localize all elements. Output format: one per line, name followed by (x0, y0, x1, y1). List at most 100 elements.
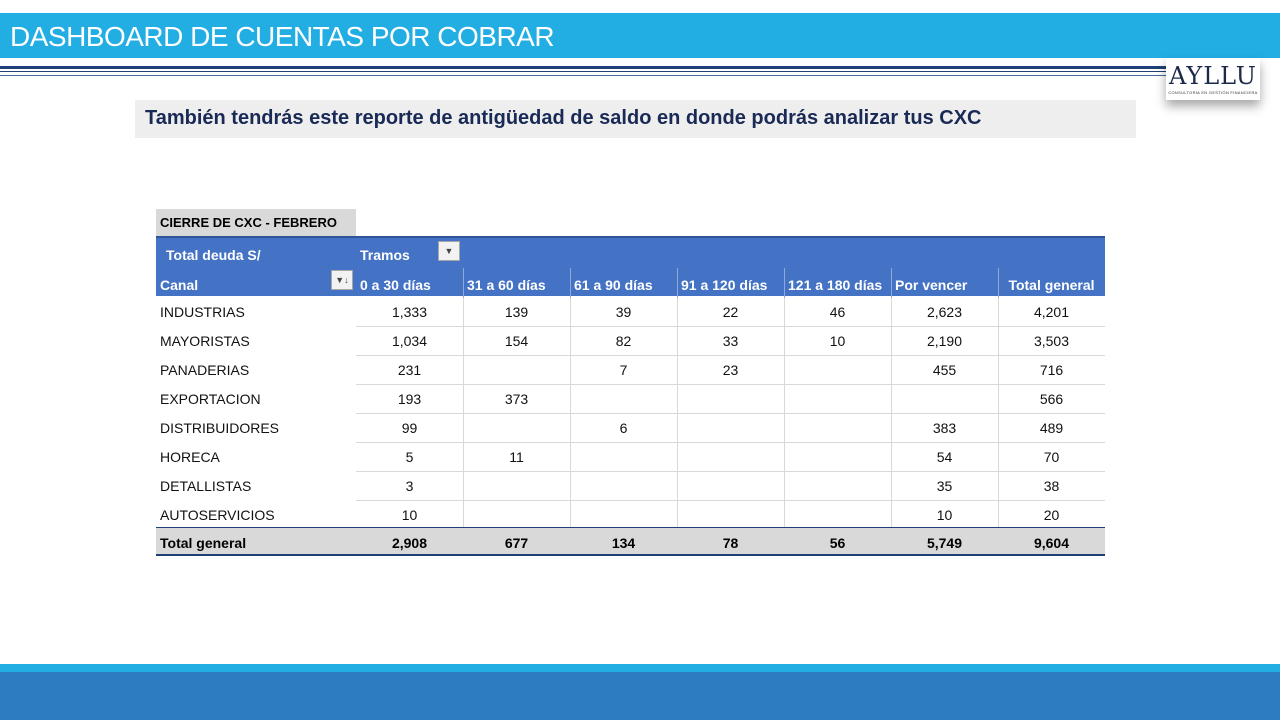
canal-label: EXPORTACION (160, 391, 261, 407)
value-cell (463, 414, 570, 443)
value-cell: 23 (722, 362, 739, 378)
value-field-label: Total deuda S/ (166, 247, 261, 263)
value-cell: 46 (829, 304, 846, 320)
value-cell (784, 356, 891, 385)
page-title: DASHBOARD DE CUENTAS POR COBRAR (10, 21, 555, 52)
header-column-separator (570, 268, 571, 298)
column-gridline (998, 298, 999, 530)
value-cell (677, 443, 784, 472)
total-cell: 9,604 (1033, 535, 1070, 551)
column-header: Total general (1008, 277, 1095, 293)
row-separator (356, 442, 1105, 443)
column-header: 31 a 60 días (467, 277, 546, 293)
value-cell: 70 (1043, 449, 1060, 465)
canal-label: MAYORISTAS (160, 333, 250, 349)
value-cell: 33 (722, 333, 739, 349)
value-cell: 39 (615, 304, 632, 320)
total-cell: 134 (611, 535, 636, 551)
value-cell (570, 443, 677, 472)
table-row: INDUSTRIAS 1,333 139 39 22 46 2,623 4,201 (156, 298, 1105, 327)
total-cell: 56 (829, 535, 846, 551)
value-cell: 7 (619, 362, 628, 378)
canal-label: INDUSTRIAS (160, 304, 245, 320)
table-row: MAYORISTAS 1,034 154 82 33 10 2,190 3,503 (156, 327, 1105, 356)
value-cell: 54 (936, 449, 953, 465)
value-cell (891, 385, 998, 414)
header-column-separator (891, 268, 892, 298)
footer-bar (0, 672, 1280, 720)
table-row: EXPORTACION 193 373 566 (156, 385, 1105, 414)
canal-label: AUTOSERVICIOS (160, 507, 275, 523)
value-cell: 35 (936, 478, 953, 494)
canal-label: DISTRIBUIDORES (160, 420, 280, 436)
subtitle-text: También tendrás este reporte de antigüed… (145, 107, 982, 129)
value-cell (784, 385, 891, 414)
table-row: DETALLISTAS 3 35 38 (156, 472, 1105, 501)
row-separator (356, 471, 1105, 472)
canal-label: HORECA (160, 449, 220, 465)
value-cell (570, 501, 677, 530)
value-cell (784, 414, 891, 443)
value-cell (463, 356, 570, 385)
value-cell: 3 (405, 478, 414, 494)
value-cell: 20 (1043, 507, 1060, 523)
subtitle-box: También tendrás este reporte de antigüed… (135, 100, 1136, 138)
value-cell (784, 501, 891, 530)
divider (0, 75, 1170, 76)
table-row: DISTRIBUIDORES 99 6 383 489 (156, 414, 1105, 443)
column-header: 0 a 30 días (360, 277, 431, 293)
total-cell: 677 (504, 535, 529, 551)
value-cell: 82 (615, 333, 632, 349)
value-cell: 566 (1039, 391, 1064, 407)
logo-tagline: CONSULTORÍA EN GESTIÓN FINANCIERA (1168, 90, 1258, 95)
table-row: HORECA 5 11 54 70 (156, 443, 1105, 472)
ayllu-logo: AYLLU CONSULTORÍA EN GESTIÓN FINANCIERA (1166, 58, 1260, 100)
value-cell: 489 (1039, 420, 1064, 436)
row-separator (356, 413, 1105, 414)
value-cell: 1,034 (391, 333, 428, 349)
pivot-header: Total deuda S/ Tramos ▼ Canal ▼↓ 0 a 30 … (156, 236, 1105, 298)
column-gridline (463, 298, 464, 530)
value-cell: 11 (509, 449, 524, 465)
total-cell: 2,908 (391, 535, 428, 551)
footer-band (0, 664, 1280, 672)
value-cell: 6 (619, 420, 628, 436)
value-cell: 22 (722, 304, 739, 320)
value-cell: 2,190 (926, 333, 963, 349)
value-cell: 716 (1039, 362, 1064, 378)
value-cell: 4,201 (1033, 304, 1070, 320)
column-gridline (570, 298, 571, 530)
canal-label: DETALLISTAS (160, 478, 252, 494)
total-label: Total general (160, 535, 247, 551)
value-cell: 139 (504, 304, 529, 320)
row-separator (356, 326, 1105, 327)
value-cell: 38 (1043, 478, 1060, 494)
value-cell (677, 472, 784, 501)
value-cell: 455 (932, 362, 957, 378)
column-field-label: Tramos (360, 247, 410, 263)
value-cell: 154 (504, 333, 529, 349)
value-cell (570, 472, 677, 501)
value-cell: 99 (401, 420, 418, 436)
title-banner: DASHBOARD DE CUENTAS POR COBRAR (0, 13, 1280, 58)
value-cell (463, 472, 570, 501)
column-gridline (677, 298, 678, 530)
header-column-separator (784, 268, 785, 298)
value-cell: 373 (504, 391, 529, 407)
value-cell: 1,333 (391, 304, 428, 320)
canal-sort-filter-button[interactable]: ▼↓ (331, 270, 353, 290)
column-header: 91 a 120 días (681, 277, 768, 293)
value-cell (784, 472, 891, 501)
value-cell: 383 (932, 420, 957, 436)
value-cell: 2,623 (926, 304, 963, 320)
column-header: 121 a 180 días (788, 277, 883, 293)
value-cell: 10 (401, 507, 418, 523)
tramos-filter-button[interactable]: ▼ (438, 241, 460, 261)
canal-label: PANADERIAS (160, 362, 250, 378)
value-cell: 3,503 (1033, 333, 1070, 349)
row-separator (356, 500, 1105, 501)
header-column-separator (463, 268, 464, 298)
value-cell (677, 501, 784, 530)
value-cell: 193 (397, 391, 422, 407)
value-cell: 231 (397, 362, 422, 378)
